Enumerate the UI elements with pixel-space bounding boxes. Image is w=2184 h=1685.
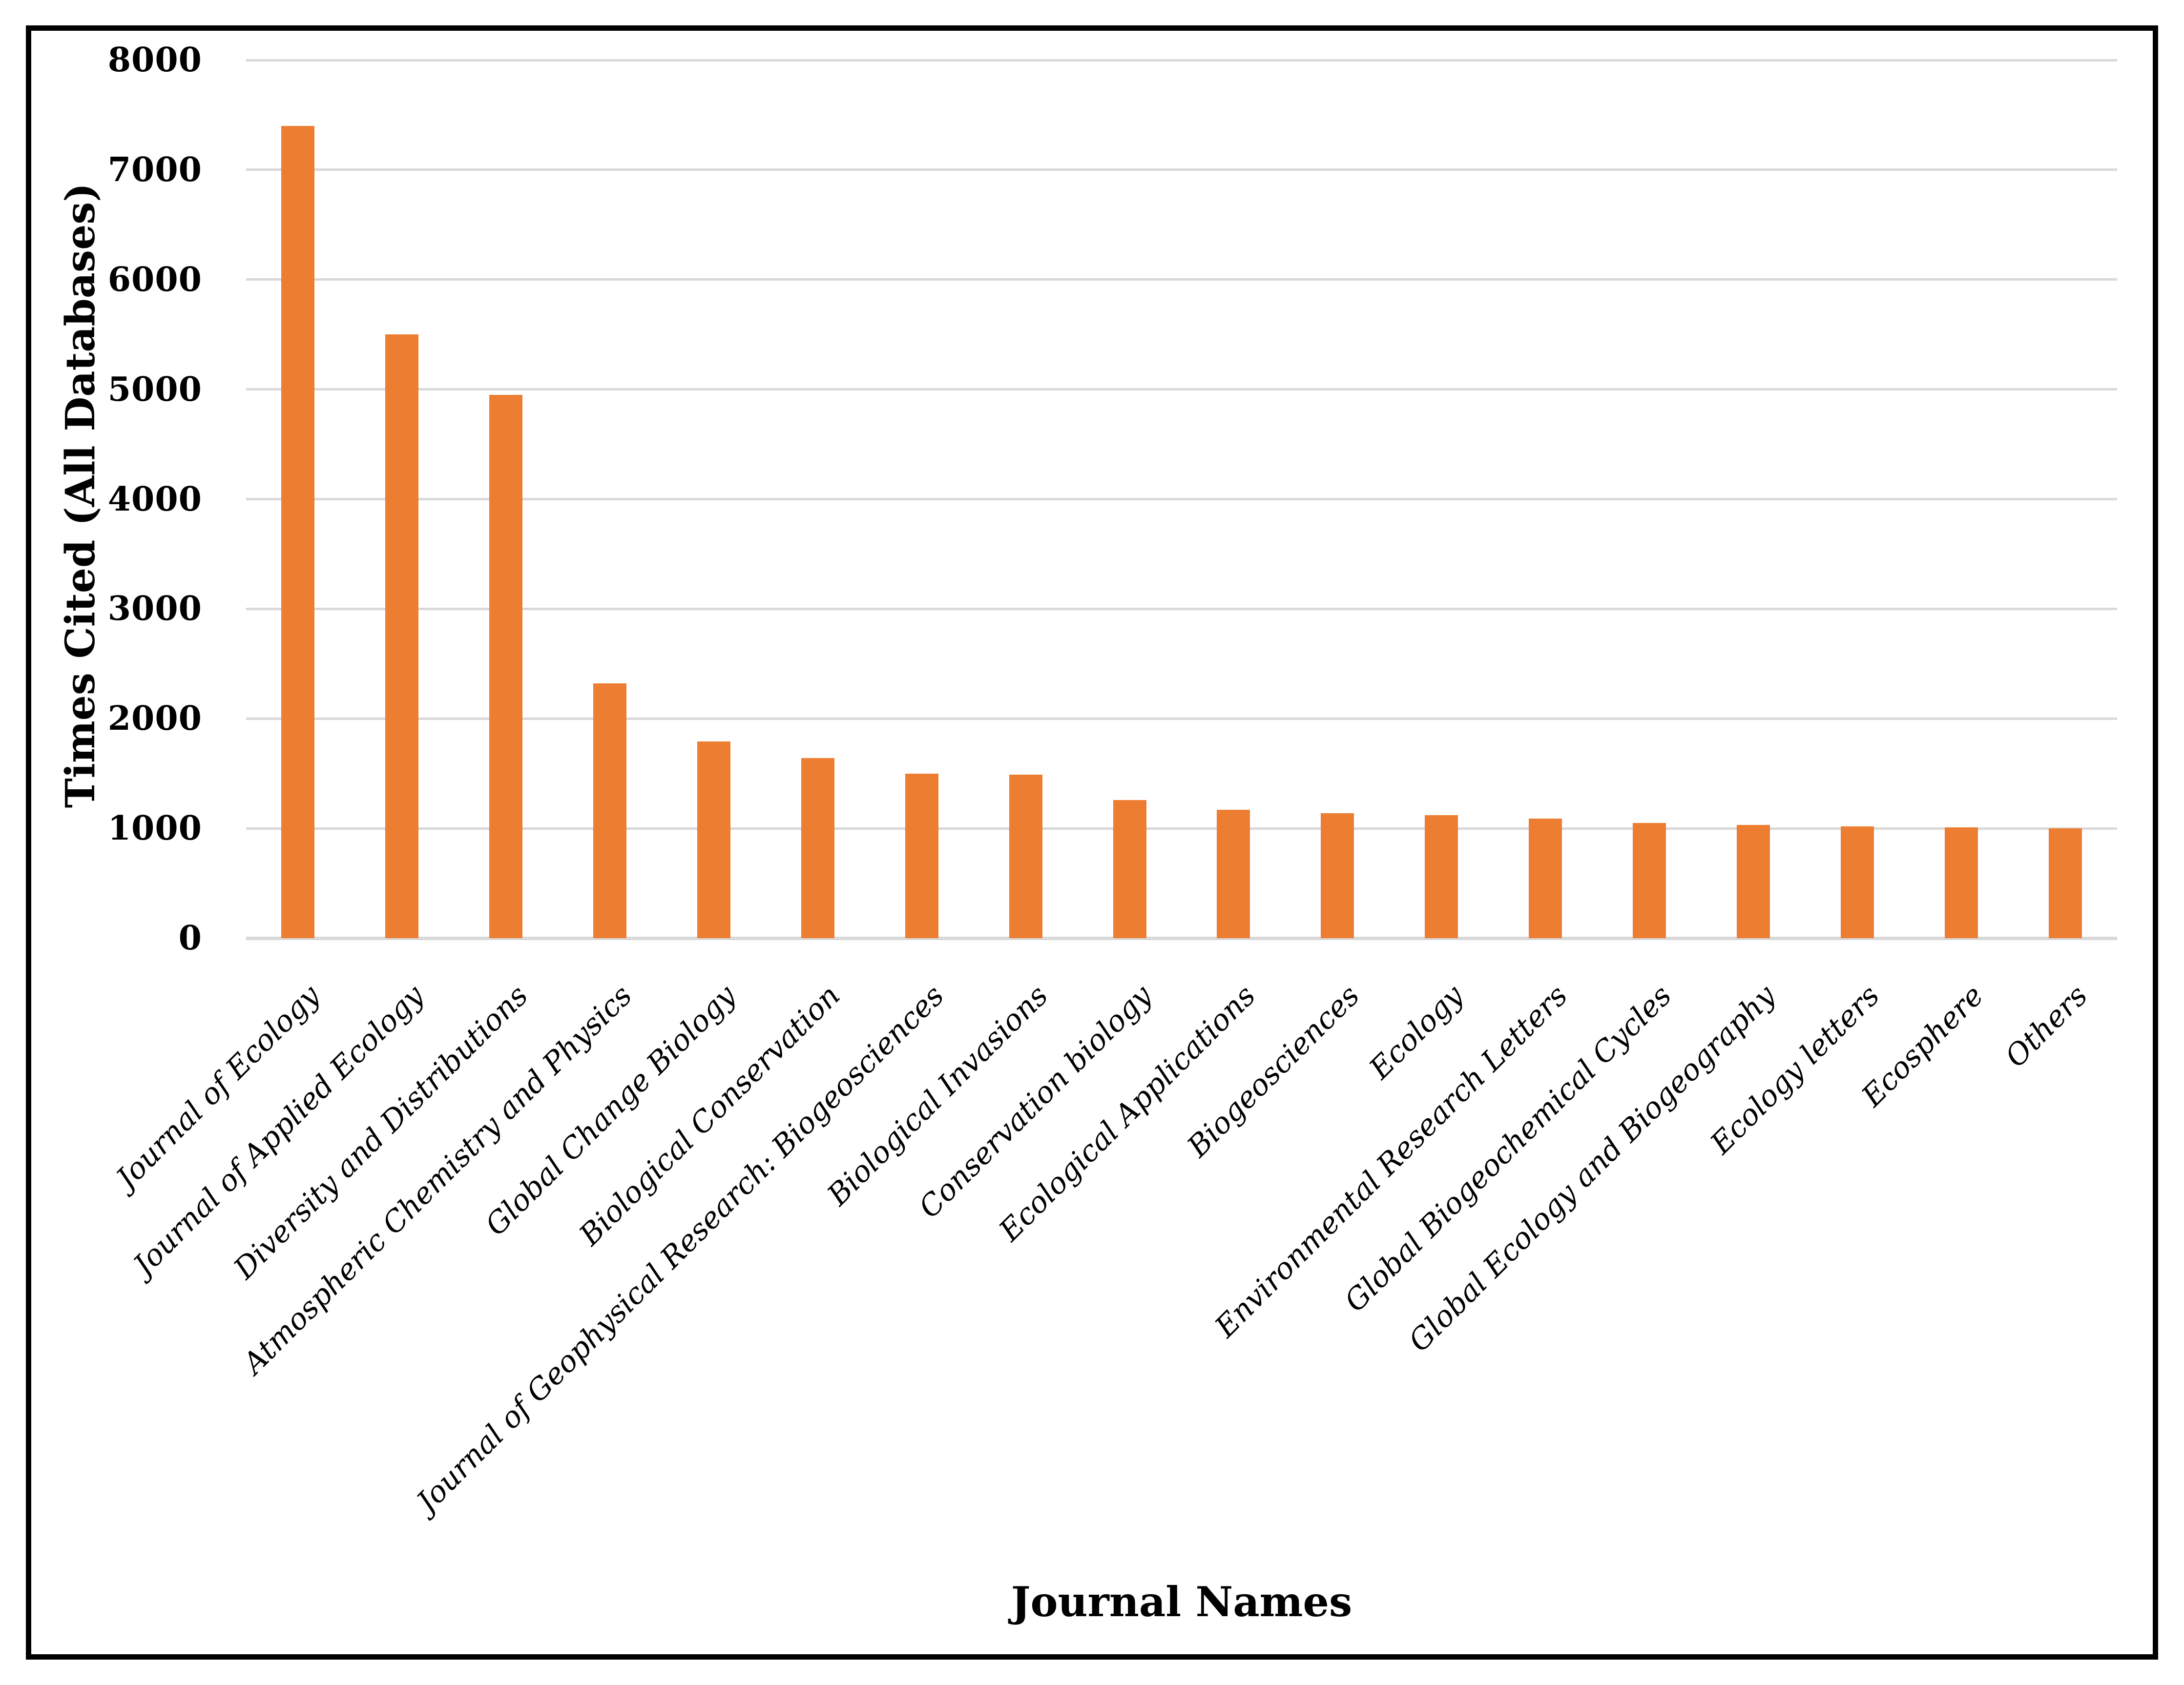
bar-2 (385, 334, 419, 938)
y-tick-label-2000: 2000 (107, 699, 202, 739)
bar-8 (1009, 774, 1042, 938)
y-tick-label-4000: 4000 (107, 479, 202, 519)
gridline-5000 (246, 388, 2117, 391)
gridline-6000 (246, 278, 2117, 281)
gridline-0 (246, 936, 2117, 940)
bar-3 (489, 394, 523, 938)
gridline-3000 (246, 607, 2117, 610)
gridline-4000 (246, 498, 2117, 500)
bar-10 (1217, 809, 1250, 938)
chart-border-frame (26, 25, 2158, 1660)
gridline-8000 (246, 59, 2117, 62)
y-tick-label-7000: 7000 (107, 150, 202, 189)
y-tick-label-0: 0 (178, 919, 202, 958)
bar-12 (1425, 815, 1458, 938)
y-tick-label-3000: 3000 (107, 589, 202, 629)
bar-14 (1633, 822, 1666, 938)
gridline-7000 (246, 168, 2117, 171)
bar-13 (1529, 818, 1562, 938)
bar-7 (905, 773, 938, 938)
x-axis-title: Journal Names (1011, 1578, 1352, 1626)
bar-18 (2048, 828, 2082, 938)
bar-11 (1321, 813, 1354, 938)
bar-5 (697, 741, 730, 938)
gridline-2000 (246, 717, 2117, 720)
bar-4 (593, 683, 627, 938)
bar-1 (281, 125, 315, 938)
bar-17 (1944, 827, 1978, 938)
bar-15 (1736, 825, 1770, 938)
gridline-1000 (246, 827, 2117, 830)
y-tick-label-6000: 6000 (107, 260, 202, 299)
bar-6 (801, 758, 834, 938)
bar-16 (1840, 826, 1874, 938)
y-tick-label-8000: 8000 (107, 41, 202, 80)
y-tick-label-1000: 1000 (107, 809, 202, 848)
y-axis-title: Times Cited (All Databases) (57, 183, 104, 808)
bar-9 (1113, 800, 1146, 938)
y-tick-label-5000: 5000 (107, 370, 202, 409)
